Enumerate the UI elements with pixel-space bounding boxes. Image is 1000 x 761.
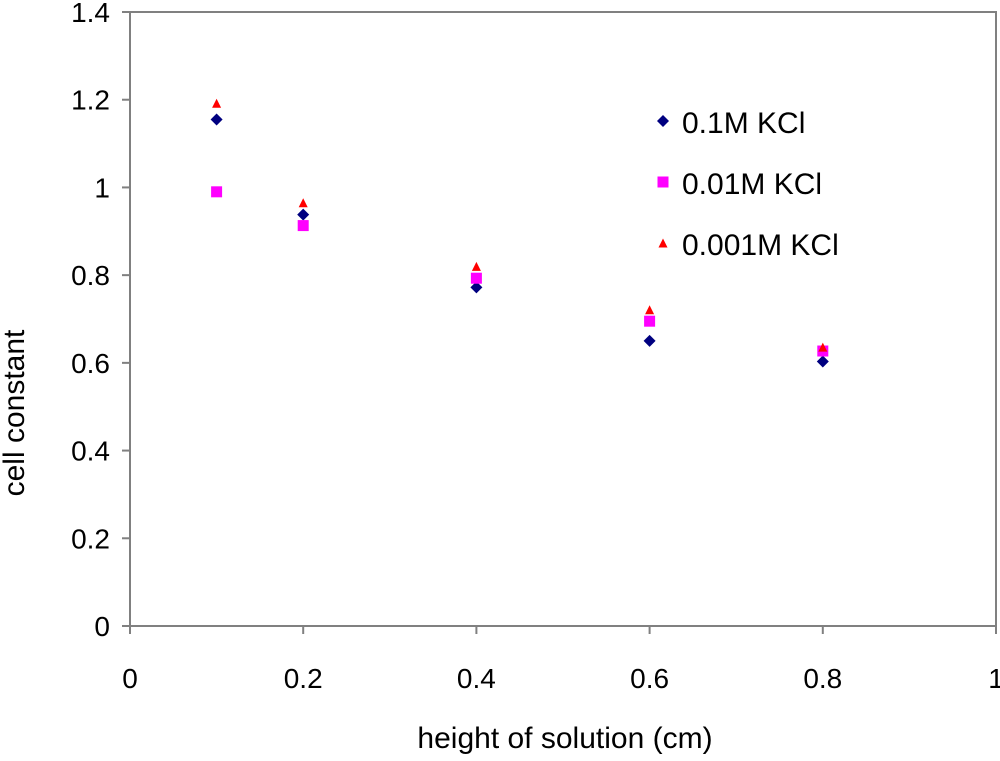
data-point-0-001m-kcl [645, 305, 655, 315]
data-point-0-1m-kcl [643, 334, 656, 347]
x-tick-label: 0.2 [284, 663, 323, 694]
y-axis-title: cell constant [0, 329, 31, 496]
data-point-0-001m-kcl [471, 261, 481, 271]
y-tick-label: 0.8 [71, 260, 110, 291]
legend: 0.1M KCl 0.01M KCl 0.001M KCl [657, 107, 839, 262]
plot-area-group [129, 11, 997, 627]
legend-marker-0-001m-kcl [658, 238, 668, 248]
data-point-0-1m-kcl [470, 281, 483, 294]
y-tick-label: 0.6 [71, 348, 110, 379]
data-point-0-001m-kcl [298, 198, 308, 208]
data-point-0-01m-kcl [211, 186, 223, 198]
y-tick-label: 1 [94, 172, 110, 203]
x-tick-label: 0.4 [457, 663, 496, 694]
axis-ticks-group: 0 0.2 0.4 0.6 0.8 1 1.2 1.4 0 0.2 0.4 0.6 0.8 1 [71, 0, 1000, 694]
y-tick-label: 0 [94, 611, 110, 642]
x-tick-label: 0.6 [630, 663, 669, 694]
data-points-group [210, 98, 829, 368]
x-tick-label: 0 [122, 663, 138, 694]
legend-label-0-001m-kcl: 0.001M KCl [682, 229, 839, 262]
data-point-0-001m-kcl [212, 98, 222, 108]
legend-marker-0-01m-kcl [657, 176, 669, 188]
data-point-0-01m-kcl [644, 315, 656, 327]
plot-area-frame [129, 11, 997, 627]
y-tick-label: 1.2 [71, 85, 110, 116]
data-point-0-1m-kcl [210, 113, 223, 126]
data-point-0-01m-kcl [297, 220, 309, 232]
legend-label-0-1m-kcl: 0.1M KCl [682, 107, 805, 140]
y-tick-label: 0.4 [71, 436, 110, 467]
x-tick-label: 1 [988, 663, 1000, 694]
data-point-0-001m-kcl [818, 342, 828, 352]
y-tick-label: 1.4 [71, 0, 110, 28]
data-point-0-01m-kcl [470, 272, 482, 284]
y-tick-label: 0.2 [71, 523, 110, 554]
data-point-0-1m-kcl [816, 355, 829, 368]
x-axis-title: height of solution (cm) [417, 722, 712, 755]
x-tick-label: 0.8 [803, 663, 842, 694]
data-point-0-1m-kcl [297, 208, 310, 221]
legend-marker-0-1m-kcl [657, 115, 669, 127]
legend-label-0-01m-kcl: 0.01M KCl [682, 168, 822, 201]
